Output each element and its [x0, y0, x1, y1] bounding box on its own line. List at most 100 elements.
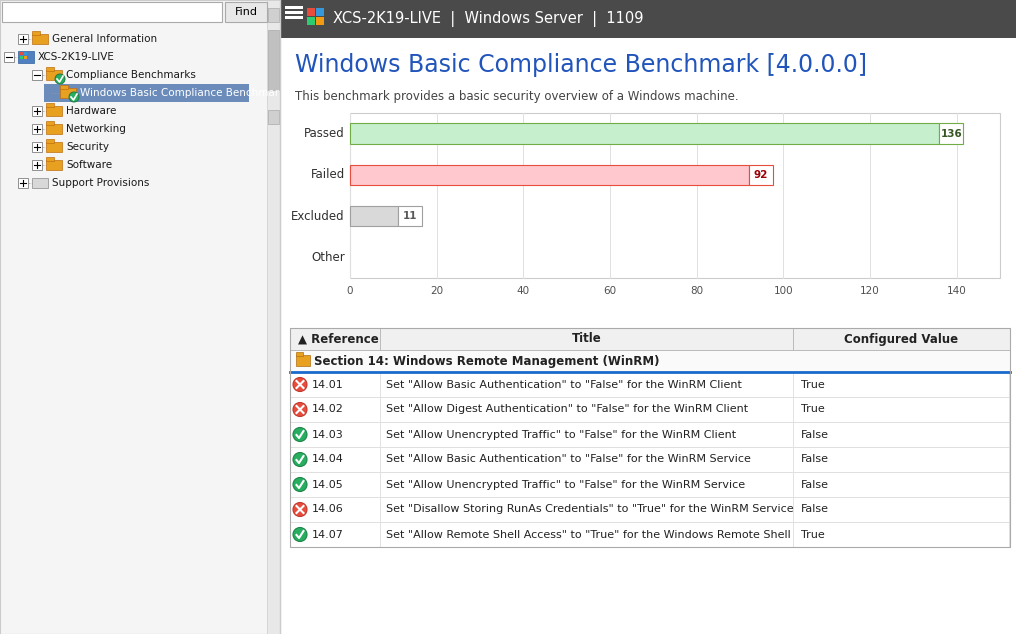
Bar: [46, 139, 54, 143]
Circle shape: [293, 453, 307, 467]
Text: 14.05: 14.05: [312, 479, 343, 489]
Bar: [290, 328, 1010, 547]
Circle shape: [293, 377, 307, 392]
Text: 140: 140: [947, 286, 966, 296]
Bar: [60, 85, 68, 89]
Bar: [31, 124, 42, 134]
Circle shape: [293, 477, 307, 491]
Bar: [290, 397, 1010, 422]
Bar: [296, 352, 303, 356]
Text: 40: 40: [517, 286, 530, 296]
Bar: [225, 2, 267, 22]
Text: 14.04: 14.04: [312, 455, 343, 465]
Bar: [31, 106, 42, 116]
Text: Support Provisions: Support Provisions: [52, 178, 149, 188]
Text: Windows Basic Compliance Benchmark [4.0.0.0]: Windows Basic Compliance Benchmark [4.0.…: [295, 53, 867, 77]
Bar: [350, 206, 397, 226]
Bar: [290, 497, 1010, 522]
Bar: [290, 372, 1010, 397]
Bar: [350, 165, 749, 185]
Bar: [290, 522, 1010, 547]
Circle shape: [293, 427, 307, 441]
Text: Passed: Passed: [304, 127, 345, 140]
Text: Excluded: Excluded: [292, 210, 345, 223]
Text: 60: 60: [604, 286, 617, 296]
Bar: [290, 472, 1010, 497]
Bar: [46, 142, 62, 152]
Text: Compliance Benchmarks: Compliance Benchmarks: [66, 70, 196, 80]
Bar: [285, 11, 303, 14]
Text: 92: 92: [754, 170, 768, 180]
Text: This benchmark provides a basic security overview of a Windows machine.: This benchmark provides a basic security…: [295, 90, 739, 103]
Text: 120: 120: [861, 286, 880, 296]
Bar: [31, 160, 42, 170]
Text: Set "Allow Unencrypted Traffic" to "False" for the WinRM Client: Set "Allow Unencrypted Traffic" to "Fals…: [386, 429, 737, 439]
Text: Windows Basic Compliance Benchmark: Windows Basic Compliance Benchmark: [80, 88, 285, 98]
Bar: [24, 52, 27, 55]
Text: Title: Title: [572, 332, 601, 346]
Text: 14.01: 14.01: [312, 380, 343, 389]
Bar: [307, 17, 315, 25]
Bar: [285, 6, 303, 9]
Text: 0: 0: [346, 286, 354, 296]
Text: XCS-2K19-LIVE  |  Windows Server  |  1109: XCS-2K19-LIVE | Windows Server | 1109: [333, 11, 643, 27]
Bar: [31, 31, 40, 35]
Text: Find: Find: [235, 7, 257, 17]
Bar: [940, 123, 963, 144]
Text: False: False: [801, 429, 829, 439]
Bar: [268, 30, 279, 90]
Bar: [307, 8, 315, 16]
Bar: [4, 52, 14, 62]
Bar: [268, 110, 279, 124]
Bar: [46, 103, 54, 107]
Text: Set "Disallow Storing RunAs Credentials" to "True" for the WinRM Service: Set "Disallow Storing RunAs Credentials"…: [386, 505, 793, 515]
Text: Other: Other: [311, 251, 345, 264]
Bar: [31, 34, 48, 44]
Bar: [290, 447, 1010, 472]
Bar: [24, 56, 27, 59]
Bar: [0, 0, 280, 634]
Bar: [285, 16, 303, 19]
Text: Configured Value: Configured Value: [844, 332, 958, 346]
Text: Set "Allow Basic Authentication" to "False" for the WinRM Client: Set "Allow Basic Authentication" to "Fal…: [386, 380, 742, 389]
Text: True: True: [801, 380, 825, 389]
Bar: [46, 124, 62, 134]
Text: 14.02: 14.02: [312, 404, 343, 415]
Bar: [290, 328, 1010, 350]
Text: Security: Security: [66, 142, 109, 152]
Text: 80: 80: [690, 286, 703, 296]
Bar: [46, 70, 62, 80]
Bar: [46, 157, 54, 161]
Text: False: False: [801, 479, 829, 489]
Bar: [268, 8, 279, 22]
Bar: [20, 52, 23, 55]
Bar: [350, 113, 1000, 278]
Bar: [44, 84, 249, 102]
Text: 14.07: 14.07: [312, 529, 343, 540]
Text: Hardware: Hardware: [66, 106, 117, 116]
Bar: [350, 123, 940, 144]
Text: 14.03: 14.03: [312, 429, 343, 439]
Bar: [18, 51, 34, 63]
Text: Set "Allow Remote Shell Access" to "True" for the Windows Remote Shell: Set "Allow Remote Shell Access" to "True…: [386, 529, 790, 540]
Bar: [31, 178, 48, 188]
Bar: [18, 34, 28, 44]
Bar: [31, 142, 42, 152]
Bar: [46, 160, 62, 170]
Bar: [46, 106, 62, 116]
Text: XCS-2K19-LIVE: XCS-2K19-LIVE: [38, 52, 115, 62]
Bar: [316, 17, 324, 25]
Text: True: True: [801, 404, 825, 415]
Text: Software: Software: [66, 160, 112, 170]
Circle shape: [55, 74, 65, 84]
Bar: [290, 350, 1010, 372]
Text: Set "Allow Basic Authentication" to "False" for the WinRM Service: Set "Allow Basic Authentication" to "Fal…: [386, 455, 751, 465]
Bar: [31, 70, 42, 80]
Circle shape: [293, 503, 307, 517]
Text: True: True: [801, 529, 825, 540]
Bar: [296, 355, 310, 366]
Circle shape: [69, 92, 79, 102]
Text: 20: 20: [430, 286, 443, 296]
Text: False: False: [801, 505, 829, 515]
Text: 14.06: 14.06: [312, 505, 343, 515]
